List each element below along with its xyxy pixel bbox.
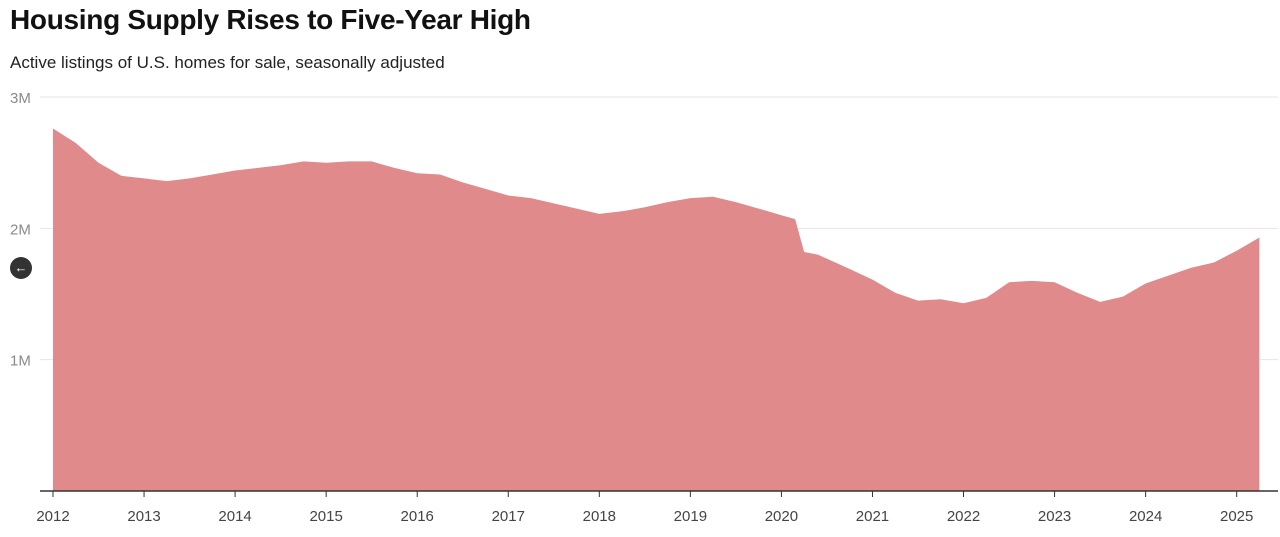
x-tick-label: 2018 <box>583 508 616 525</box>
x-tick-label: 2017 <box>492 508 525 525</box>
chart-subtitle: Active listings of U.S. homes for sale, … <box>10 53 445 72</box>
x-tick-label: 2016 <box>401 508 434 525</box>
x-tick-label: 2013 <box>127 508 160 525</box>
y-tick-label: 2M <box>10 221 31 238</box>
arrow-left-icon: ← <box>14 260 28 275</box>
area-series <box>53 128 1260 491</box>
axes: 3M 2M 1M 2012 2013 2014 2015 2016 2017 2018 2019 20… <box>10 90 1278 525</box>
x-tick-label: 2012 <box>36 508 69 525</box>
x-tick-label: 2021 <box>856 508 889 525</box>
y-tick-label: 3M <box>10 90 31 107</box>
x-tick-label: 2022 <box>947 508 980 525</box>
x-tick-label: 2019 <box>674 508 707 525</box>
back-arrow-button[interactable]: ← <box>10 257 32 279</box>
x-tick-label: 2014 <box>218 508 251 525</box>
x-tick-label: 2025 <box>1220 508 1253 525</box>
x-tick-label: 2024 <box>1129 508 1162 525</box>
x-tick-label: 2023 <box>1038 508 1071 525</box>
x-tick-label: 2015 <box>309 508 342 525</box>
y-tick-label: 1M <box>10 353 31 370</box>
x-tick-label: 2020 <box>765 508 798 525</box>
area-fill <box>53 128 1260 491</box>
chart-title: Housing Supply Rises to Five-Year High <box>10 4 531 35</box>
